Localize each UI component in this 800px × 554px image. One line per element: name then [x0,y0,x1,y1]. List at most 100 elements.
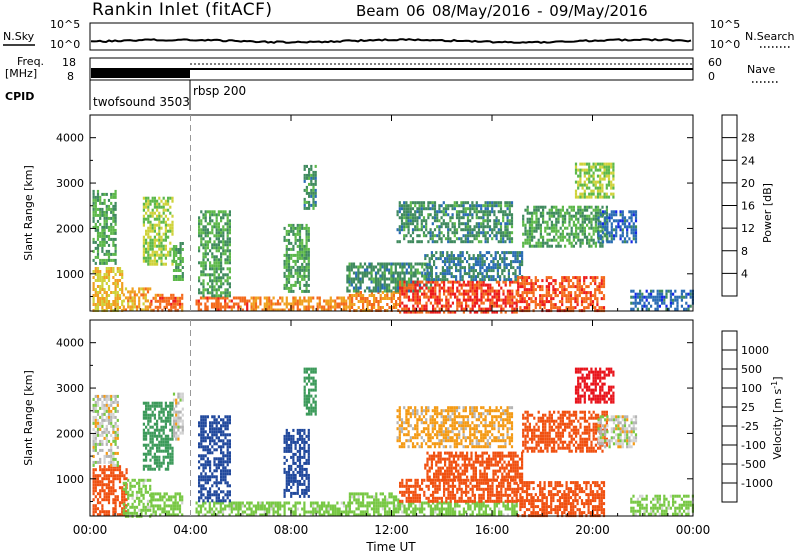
power-echo-cell-18 [632,225,635,229]
power-echo-cell-13 [414,292,417,296]
power-echo-cell-17 [528,232,531,236]
power-echo-cell-18 [634,213,638,217]
power-echo-cell-7 [198,288,201,292]
power-echo-cell-15 [464,207,467,211]
power-echo-cell-15 [438,204,441,208]
power-echo-cell-6 [237,296,240,300]
velocity-echo-cell-3 [149,437,152,441]
power-echo-cell-16 [552,306,555,310]
power-echo-cell-8 [327,299,330,303]
power-echo-cell-7 [209,216,212,220]
power-echo-cell-18 [610,225,613,229]
power-echo-cell-7 [209,267,212,271]
power-echo-cell-17 [539,205,542,209]
velocity-echo-cell-1 [96,430,100,434]
velocity-echo-cell-5 [177,419,180,423]
power-echo-cell-18 [634,234,638,238]
power-echo-cell-18 [610,222,613,226]
power-echo-cell-16 [576,294,579,298]
power-echo-cell-17 [555,238,558,242]
power-echo-cell-9 [305,253,308,257]
power-echo-cell-3 [149,214,152,218]
power-echo-cell-19 [590,180,593,184]
power-echo-cell-12 [396,274,400,278]
power-echo-cell-7 [215,222,218,226]
power-echo-cell-18 [617,225,620,229]
velocity-echo-cell-5 [177,410,180,414]
power-echo-cell-13 [480,307,483,311]
power-echo-cell-12 [348,277,351,281]
velocity-echo-cell-1 [94,403,97,407]
power-echo-cell-15 [455,237,459,241]
velocity-echo-cell-5 [175,425,178,429]
power-echo-cell-19 [588,171,591,175]
velocity-echo-cell-7 [198,496,201,500]
power-echo-cell-13 [412,292,415,296]
power-echo-cell-15 [407,228,410,232]
power-echo-cell-9 [301,268,304,272]
power-echo-cell-16 [580,291,584,295]
velocity-echo-cell-0 [105,495,108,499]
velocity-echo-cell-1 [94,460,97,464]
power-echo-cell-3 [153,259,156,263]
power-echo-cell-5 [179,251,182,254]
velocity-echo-cell-3 [167,404,170,408]
power-echo-cell-20 [656,298,659,302]
power-echo-cell-13 [399,286,402,290]
power-echo-cell-17 [590,226,593,230]
power-echo-cell-17 [537,223,540,227]
power-echo-cell-7 [226,234,229,238]
power-echo-cell-16 [521,285,524,289]
power-echo-cell-16 [528,303,531,307]
power-echo-cell-15 [433,213,437,217]
velocity-echo-cell-6 [210,513,214,517]
power-echo-cell-15 [440,210,443,214]
power-echo-cell-13 [513,307,516,311]
power-echo-cell-15 [491,210,494,214]
power-echo-cell-13 [462,280,465,284]
power-echo-cell-13 [471,289,474,293]
power-echo-cell-8 [265,305,269,309]
power-echo-cell-15 [433,219,437,223]
power-echo-cell-18 [608,240,611,244]
power-echo-cell-11 [362,303,365,306]
power-echo-cell-10 [308,167,311,171]
power-echo-cell-17 [528,223,531,227]
power-echo-cell-16 [554,288,557,292]
power-echo-cell-13 [484,310,487,314]
power-echo-cell-1 [114,243,117,247]
power-echo-cell-11 [392,291,395,294]
power-echo-cell-14 [446,251,449,255]
velocity-echo-cell-2 [127,478,130,482]
power-echo-cell-1 [94,201,97,205]
power-echo-cell-20 [669,298,672,302]
power-echo-cell-13 [511,280,514,284]
power-echo-cell-0 [94,294,97,297]
power-echo-cell-14 [499,257,502,261]
power-echo-cell-8 [294,302,297,306]
power-echo-cell-18 [615,210,618,214]
power-echo-cell-14 [494,266,497,270]
power-echo-cell-8 [336,305,339,309]
power-echo-cell-8 [334,308,337,312]
power-echo-cell-3 [149,235,152,239]
power-echo-cell-13 [513,310,516,314]
power-echo-cell-2 [131,302,134,306]
power-echo-cell-19 [588,165,591,169]
power-echo-cell-3 [151,199,154,203]
power-echo-cell-2 [146,305,150,309]
power-echo-cell-15 [508,201,511,205]
power-echo-cell-16 [521,300,524,304]
power-echo-cell-13 [407,298,410,302]
power-echo-cell-13 [471,298,474,302]
power-echo-cell-15 [429,234,432,238]
power-echo-cell-8 [279,302,282,306]
velocity-echo-cell-2 [133,511,136,515]
power-echo-cell-15 [425,228,428,232]
power-echo-cell-1 [107,237,111,241]
power-echo-cell-17 [528,241,531,245]
power-echo-cell-16 [517,291,520,295]
power-echo-cell-16 [561,291,564,295]
velocity-echo-cell-3 [145,434,148,438]
velocity-echo-cell-6 [217,501,220,505]
